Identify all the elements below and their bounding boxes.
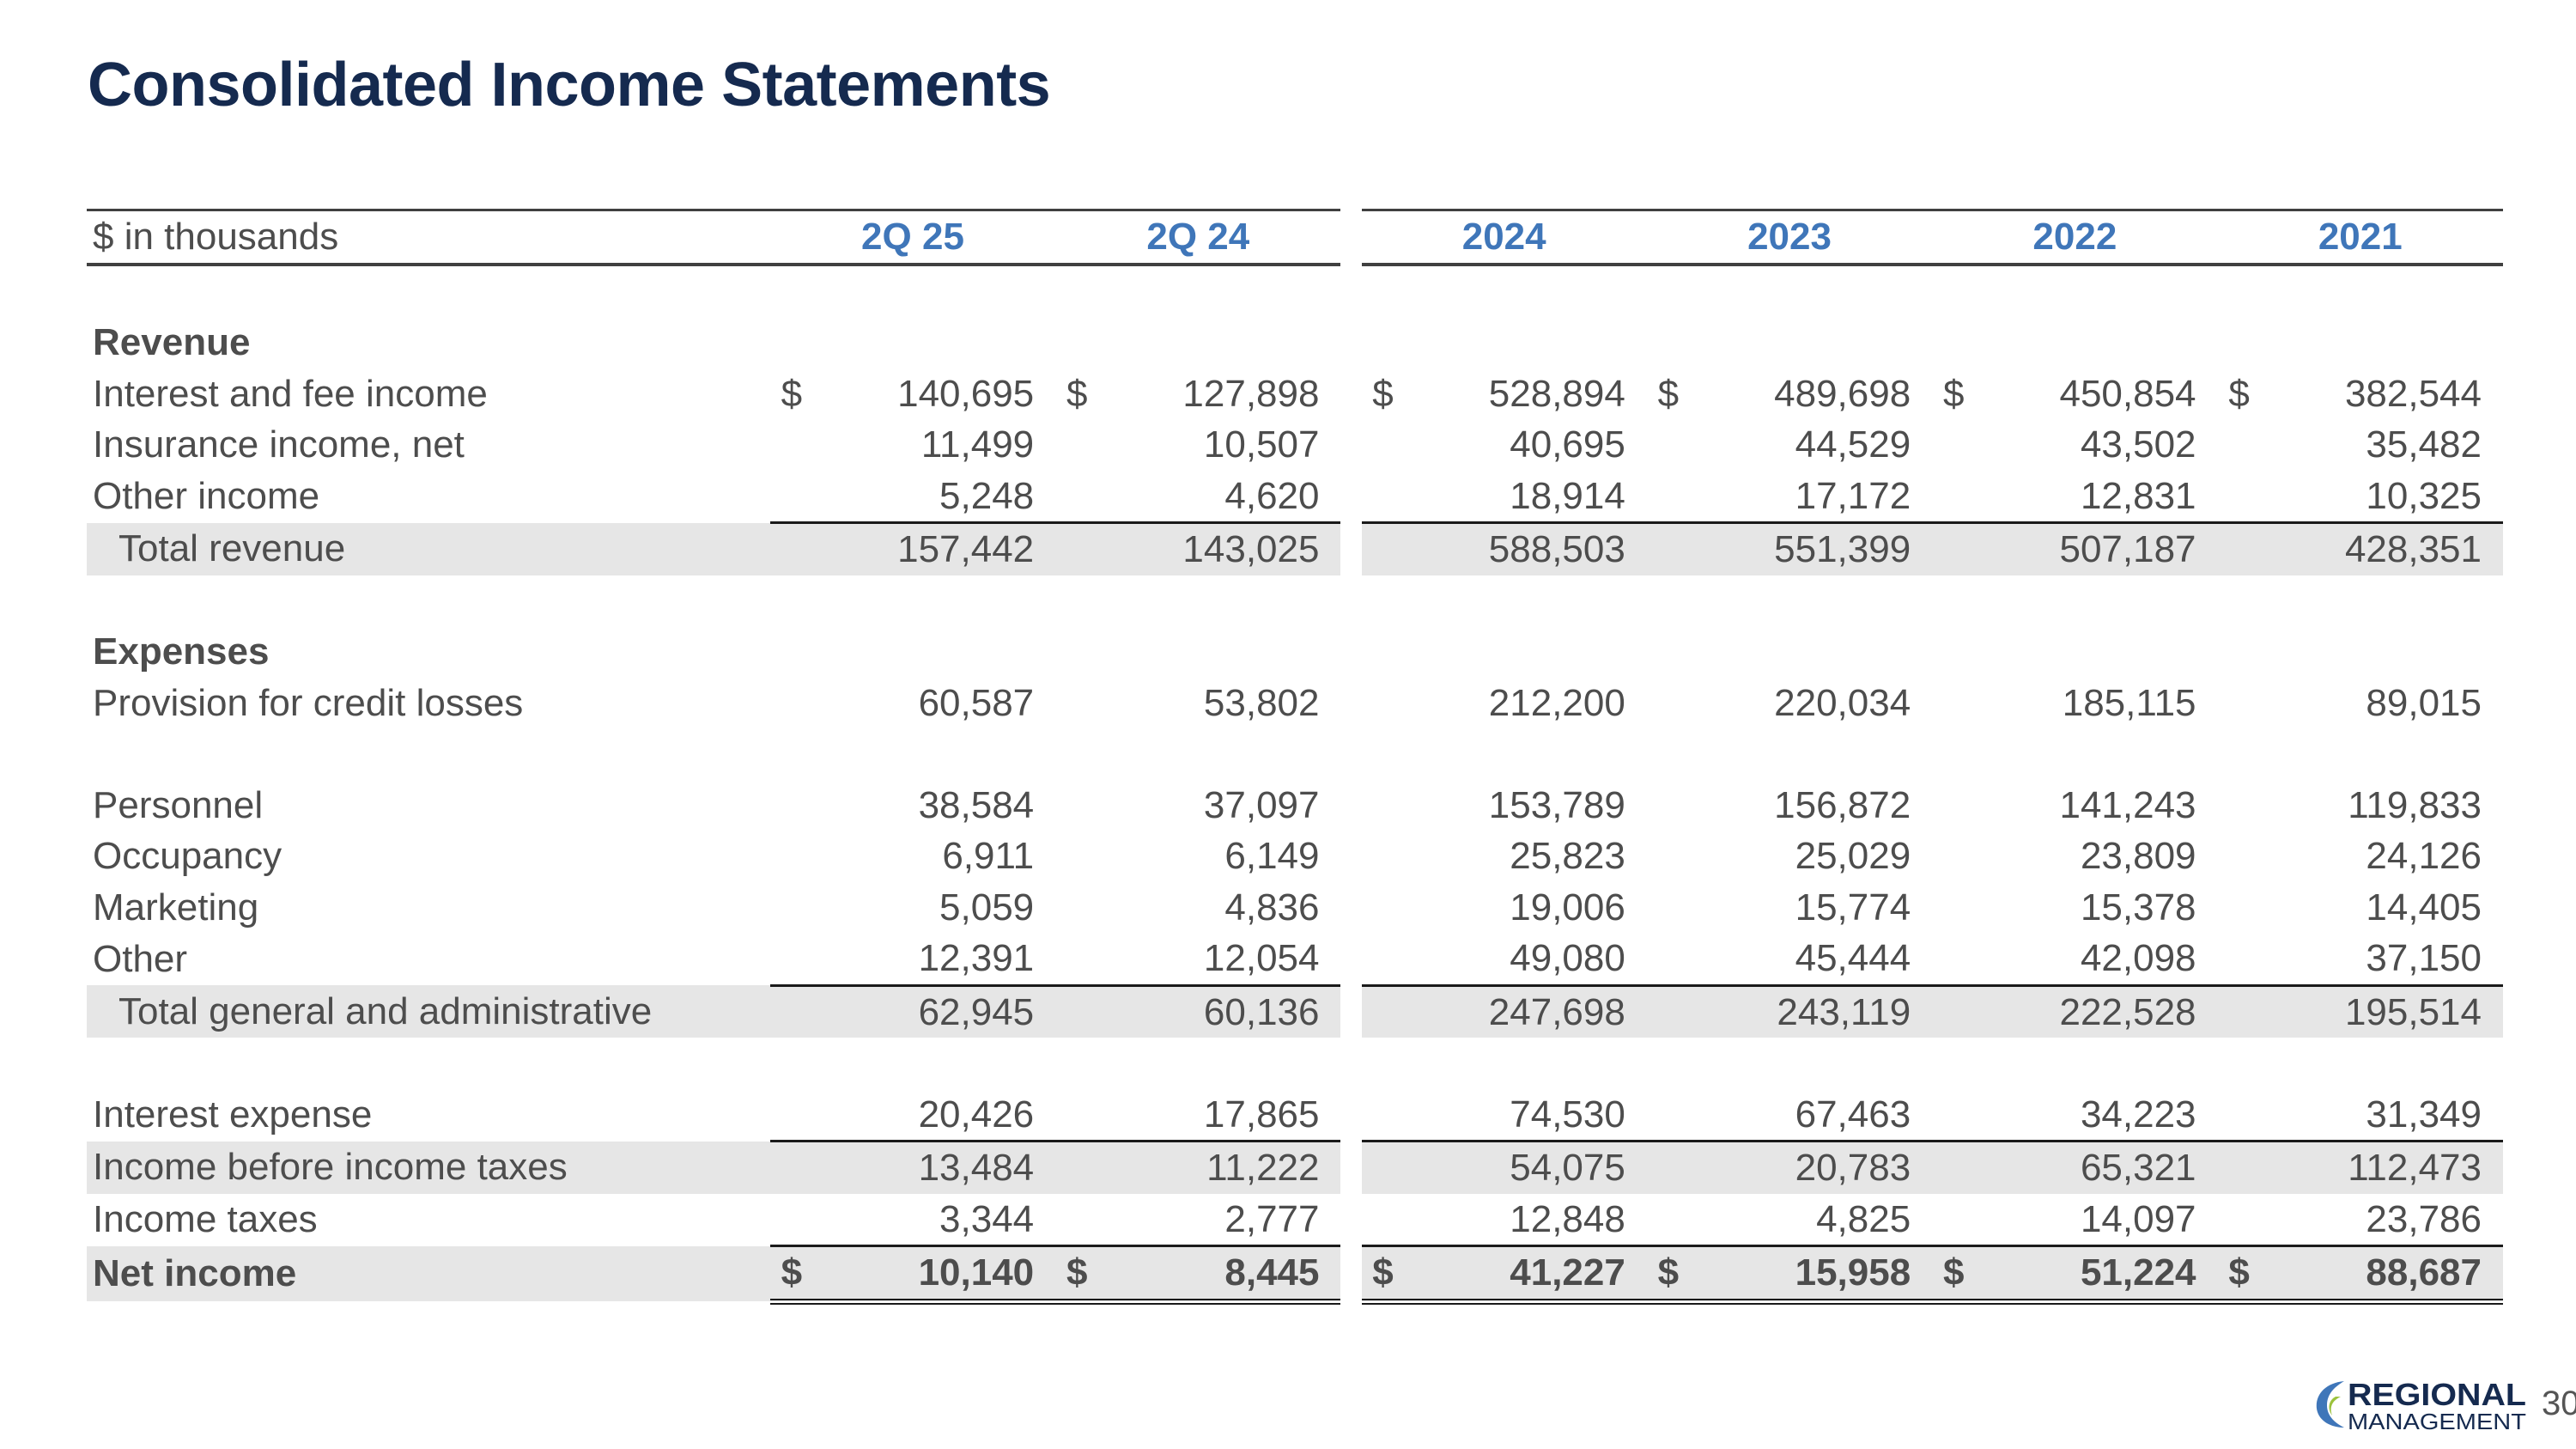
currency-symbol: $ bbox=[1372, 372, 1394, 415]
table-row-net-income: Net income $ 10,140 $ 8,445 $ 41,227 $ 1… bbox=[87, 1245, 2503, 1305]
column-header-2021: 2021 bbox=[2217, 209, 2503, 266]
income-statement-table: $ in thousands 2Q 25 2Q 24 2024 2023 202… bbox=[87, 209, 2503, 1305]
table-row-provision-for-credit-losses: Provision for credit losses 60,587 53,80… bbox=[93, 681, 2482, 724]
table-row-personnel: Personnel 38,584 37,097 153,789 156,872 … bbox=[93, 783, 2482, 826]
table-row-total-revenue: Total revenue 157,442 143,025 588,503 55… bbox=[87, 521, 2503, 575]
currency-symbol: $ bbox=[2228, 372, 2250, 415]
page-number: 30 bbox=[2542, 1385, 2576, 1422]
table-row-total-general-and-administrative: Total general and administrative 62,945 … bbox=[87, 983, 2503, 1038]
table-row-occupancy: Occupancy 6,911 6,149 25,823 25,029 23,8… bbox=[93, 835, 2482, 877]
table-row-insurance-income: Insurance income, net 11,499 10,507 40,6… bbox=[93, 423, 2482, 466]
currency-symbol: $ bbox=[1066, 372, 1088, 415]
section-heading-expenses: Expenses bbox=[93, 630, 270, 673]
currency-symbol: $ bbox=[1932, 1245, 1976, 1305]
table-row-interest-expense: Interest expense 20,426 17,865 74,530 67… bbox=[93, 1093, 2482, 1136]
table-row-income-taxes: Income taxes 3,344 2,777 12,848 4,825 14… bbox=[93, 1197, 2482, 1241]
section-heading-revenue: Revenue bbox=[93, 321, 251, 363]
regional-management-logo: REGIONAL MANAGEMENT bbox=[2316, 1377, 2526, 1433]
table-row-other-expense: Other 12,391 12,054 49,080 45,444 42,098… bbox=[93, 937, 2482, 980]
page-title: Consolidated Income Statements bbox=[88, 51, 1051, 119]
currency-symbol: $ bbox=[1942, 372, 1965, 415]
currency-symbol: $ bbox=[1646, 1245, 1690, 1305]
column-header-2022: 2022 bbox=[1932, 209, 2218, 266]
logo-wordmark-line2: MANAGEMENT bbox=[2348, 1409, 2526, 1433]
table-header-row: $ in thousands 2Q 25 2Q 24 2024 2023 202… bbox=[87, 209, 2503, 266]
currency-symbol: $ bbox=[781, 372, 803, 415]
logo-wordmark-line1: REGIONAL bbox=[2348, 1377, 2526, 1412]
table-row-other-income: Other income 5,248 4,620 18,914 17,172 1… bbox=[93, 474, 2482, 518]
currency-symbol: $ bbox=[1055, 1245, 1099, 1305]
column-header-2q24: 2Q 24 bbox=[1055, 209, 1341, 266]
table-row-marketing: Marketing 5,059 4,836 19,006 15,774 15,3… bbox=[93, 886, 2482, 928]
table-row-interest-and-fee-income: Interest and fee income $ 140,695 $ 127,… bbox=[87, 368, 2503, 420]
currency-symbol: $ bbox=[769, 1245, 813, 1305]
units-label: $ in thousands bbox=[87, 209, 770, 266]
currency-symbol: $ bbox=[1657, 372, 1680, 415]
currency-symbol: $ bbox=[2217, 1245, 2261, 1305]
currency-symbol: $ bbox=[1361, 1245, 1405, 1305]
column-header-2024: 2024 bbox=[1361, 209, 1647, 266]
table-row-income-before-income-taxes: Income before income taxes 13,484 11,222… bbox=[87, 1140, 2503, 1194]
column-header-2q25: 2Q 25 bbox=[769, 209, 1056, 266]
column-header-2023: 2023 bbox=[1646, 209, 1933, 266]
